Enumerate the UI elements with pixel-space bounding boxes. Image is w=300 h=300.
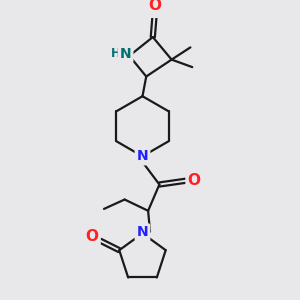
- Text: N: N: [120, 47, 131, 61]
- Text: N: N: [137, 149, 148, 163]
- Text: O: O: [85, 229, 98, 244]
- Text: O: O: [148, 0, 161, 13]
- Text: N: N: [137, 225, 148, 239]
- Text: O: O: [188, 173, 201, 188]
- Text: H: H: [111, 47, 121, 61]
